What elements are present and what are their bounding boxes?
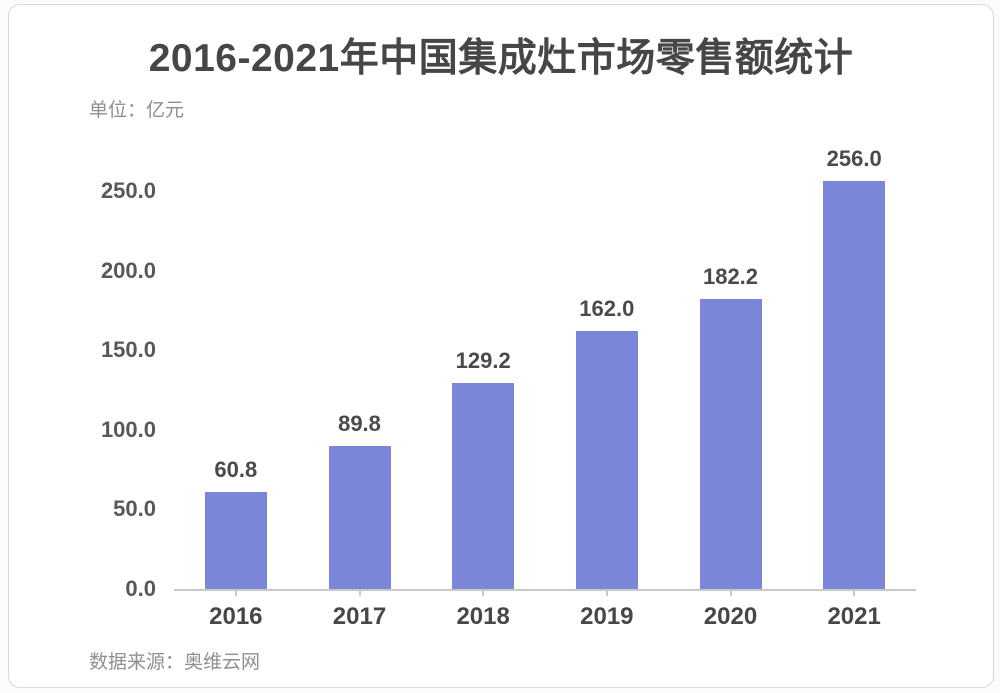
- chart-title: 2016-2021年中国集成灶市场零售额统计: [148, 37, 854, 80]
- x-axis-label: 2019: [580, 603, 634, 630]
- chart-card: 2016-2021年中国集成灶市场零售额统计 单位：亿元 0.0 50.0 100.…: [8, 4, 994, 688]
- x-axis-label: 2021: [827, 603, 881, 630]
- x-axis-label: 2017: [332, 603, 387, 630]
- bar-2019: [575, 331, 638, 589]
- x-axis-tick: [605, 589, 608, 596]
- bar-value-label: 162.0: [579, 296, 635, 322]
- bar-value-label: 182.2: [702, 263, 759, 289]
- x-axis-tick: [234, 589, 237, 596]
- y-axis-tick-label: 200.0: [100, 257, 156, 283]
- bar-value-label: 129.2: [455, 348, 511, 374]
- bar-2016: [204, 492, 267, 589]
- chart-region: 0.0 50.0 100.0 150.0 200.0 250.0 60.8 2016 89.8…: [61, 146, 941, 671]
- bar-2021: [823, 181, 886, 589]
- bar-value-label: 256.0: [826, 146, 882, 172]
- y-axis-tick-label: 250.0: [100, 178, 156, 203]
- y-axis-tick-label: 50.0: [113, 496, 156, 522]
- x-axis-label: 2018: [456, 603, 510, 630]
- plot-area: 60.8 2016 89.8 2017 129.2 2018 162.0 2019 182.2 2…: [174, 146, 916, 630]
- x-axis-label: 2020: [703, 603, 758, 630]
- bar-value-label: 60.8: [214, 457, 258, 483]
- x-axis-tick: [853, 589, 856, 596]
- x-axis-tick: [358, 589, 361, 596]
- unit-label: 单位：亿元: [89, 100, 185, 121]
- bar-2020: [699, 298, 762, 589]
- x-axis-tick: [482, 589, 485, 596]
- y-axis: 0.0 50.0 100.0 150.0 200.0 250.0: [61, 178, 156, 601]
- bar-value-label: 89.8: [338, 411, 381, 437]
- y-axis-tick-label: 100.0: [100, 416, 156, 442]
- bar-2017: [328, 446, 391, 589]
- data-source-label: 数据来源：奥维云网: [89, 652, 261, 673]
- x-axis-tick: [729, 589, 732, 596]
- y-axis-tick-label: 0.0: [125, 576, 156, 601]
- x-axis-label: 2016: [209, 603, 263, 630]
- bar-2018: [452, 383, 515, 589]
- y-axis-tick-label: 150.0: [100, 337, 156, 363]
